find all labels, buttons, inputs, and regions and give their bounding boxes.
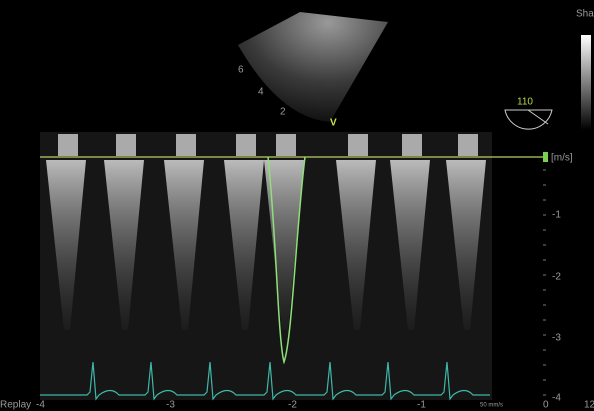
- depth-label: 2: [280, 107, 286, 118]
- velocity-tick-label: -1: [552, 210, 561, 221]
- flow-signal: [236, 134, 256, 156]
- velocity-unit: [m/s]: [551, 153, 573, 164]
- time-tick-label: 12: [584, 400, 594, 411]
- marker: V: [330, 118, 337, 129]
- flow-signal: [276, 134, 296, 156]
- angle-label: 110: [517, 97, 533, 108]
- velocity-tick-label: -2: [552, 272, 561, 283]
- replay-label: Replay: [0, 400, 31, 411]
- baseline-handle: [543, 152, 548, 162]
- ultrasound-screen: 6 4 2 V Sharp 110 [m/s] -1 -2 -3 -4 Repl…: [0, 0, 594, 411]
- time-tick-label: -3: [166, 400, 175, 411]
- sweep-label: 50 mm/s: [480, 403, 503, 409]
- time-tick-label: -1: [417, 400, 426, 411]
- gray-scale-bar: [581, 35, 591, 130]
- velocity-tick-label: -4: [552, 393, 561, 404]
- depth-label: 4: [258, 87, 264, 98]
- depth-label: 6: [238, 65, 244, 76]
- flow-signal: [58, 134, 78, 156]
- flow-signal: [348, 134, 368, 156]
- velocity-tick-label: -3: [552, 333, 561, 344]
- flow-signal: [116, 134, 136, 156]
- flow-signal: [402, 134, 422, 156]
- time-tick-label: -2: [288, 400, 297, 411]
- time-tick-label: -4: [36, 400, 45, 411]
- flow-signal: [176, 134, 196, 156]
- preset-label: Sharp: [576, 9, 594, 20]
- flow-signal: [458, 134, 478, 156]
- time-tick-label: 0: [543, 400, 549, 411]
